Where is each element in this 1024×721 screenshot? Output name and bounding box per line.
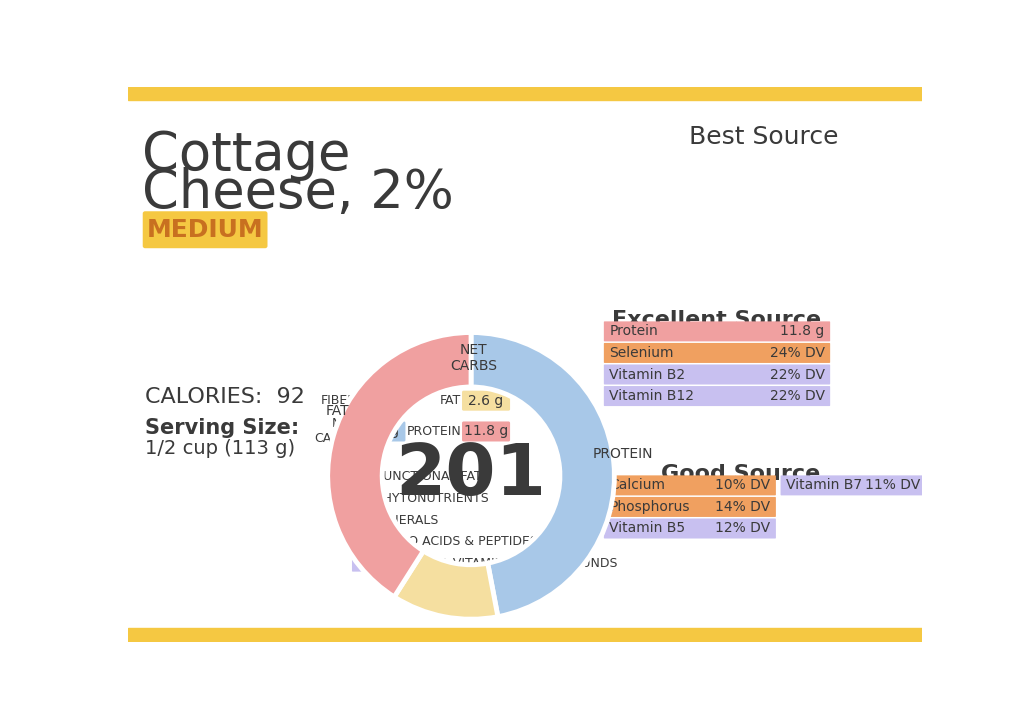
Text: NET
CARBS: NET CARBS (451, 343, 498, 373)
Text: 22% DV: 22% DV (770, 389, 824, 403)
FancyBboxPatch shape (604, 343, 830, 363)
Text: PHYTONUTRIENTS: PHYTONUTRIENTS (376, 492, 489, 505)
Text: 5.4 g: 5.4 g (364, 425, 399, 438)
FancyBboxPatch shape (462, 422, 510, 441)
Text: Vitamin B5: Vitamin B5 (609, 521, 685, 536)
FancyBboxPatch shape (352, 469, 371, 485)
FancyBboxPatch shape (604, 497, 776, 517)
Text: 0 g: 0 g (371, 394, 392, 407)
Text: 24% DV: 24% DV (770, 346, 824, 360)
Text: Best Source: Best Source (689, 125, 839, 149)
Text: 12% DV: 12% DV (716, 521, 770, 536)
FancyBboxPatch shape (357, 391, 406, 411)
FancyBboxPatch shape (357, 422, 406, 441)
FancyBboxPatch shape (604, 322, 830, 341)
Text: 22% DV: 22% DV (770, 368, 824, 381)
Text: Serving Size:: Serving Size: (145, 417, 299, 438)
Text: Protein: Protein (609, 324, 658, 338)
FancyBboxPatch shape (604, 365, 830, 384)
FancyBboxPatch shape (352, 554, 371, 572)
Text: Cottage: Cottage (142, 129, 350, 181)
Text: Excellent Source: Excellent Source (612, 310, 821, 329)
Text: Phosphorus: Phosphorus (609, 500, 690, 514)
Text: FAT: FAT (326, 404, 349, 418)
Text: Calcium: Calcium (609, 478, 666, 492)
Text: NET
CARBS: NET CARBS (314, 417, 356, 446)
Text: FIBER: FIBER (321, 394, 356, 407)
Text: Vitamin B7: Vitamin B7 (786, 478, 862, 492)
Wedge shape (394, 551, 498, 619)
Text: CALORIES:  92: CALORIES: 92 (145, 387, 305, 407)
Wedge shape (328, 332, 471, 597)
Text: 11.8 g: 11.8 g (780, 324, 824, 338)
FancyBboxPatch shape (604, 475, 776, 495)
FancyBboxPatch shape (142, 211, 267, 248)
FancyBboxPatch shape (462, 391, 510, 411)
Text: PROTEIN: PROTEIN (407, 425, 461, 438)
Text: AMINO ACIDS & PEPTIDES: AMINO ACIDS & PEPTIDES (376, 535, 538, 548)
Text: VITAMINS & VITAMINLIKE COMPOUNDS: VITAMINS & VITAMINLIKE COMPOUNDS (376, 557, 617, 570)
FancyBboxPatch shape (352, 533, 371, 550)
Text: 14% DV: 14% DV (716, 500, 770, 514)
Text: Cheese, 2%: Cheese, 2% (142, 167, 454, 219)
Bar (128, 87, 922, 100)
Text: 10% DV: 10% DV (716, 478, 770, 492)
Text: FUNCTIONAL FATS: FUNCTIONAL FATS (376, 470, 489, 483)
Wedge shape (471, 332, 614, 616)
Text: 11% DV: 11% DV (865, 478, 920, 492)
Text: 11.8 g: 11.8 g (464, 425, 508, 438)
Text: Selenium: Selenium (609, 346, 674, 360)
Text: PROTEIN: PROTEIN (593, 447, 653, 461)
FancyBboxPatch shape (604, 518, 776, 539)
Text: Vitamin B12: Vitamin B12 (609, 389, 694, 403)
Text: Vitamin B2: Vitamin B2 (609, 368, 685, 381)
Text: MEDIUM: MEDIUM (147, 218, 264, 242)
Text: 1/2 cup (113 g): 1/2 cup (113 g) (145, 439, 295, 458)
Text: FAT: FAT (440, 394, 461, 407)
Bar (128, 628, 922, 642)
FancyBboxPatch shape (352, 490, 371, 507)
Text: Good Source: Good Source (660, 464, 820, 484)
FancyBboxPatch shape (780, 475, 926, 495)
FancyBboxPatch shape (604, 386, 830, 406)
FancyBboxPatch shape (352, 512, 371, 528)
Text: 201: 201 (395, 441, 547, 510)
Text: MINERALS: MINERALS (376, 513, 439, 526)
Text: 2.6 g: 2.6 g (468, 394, 504, 407)
